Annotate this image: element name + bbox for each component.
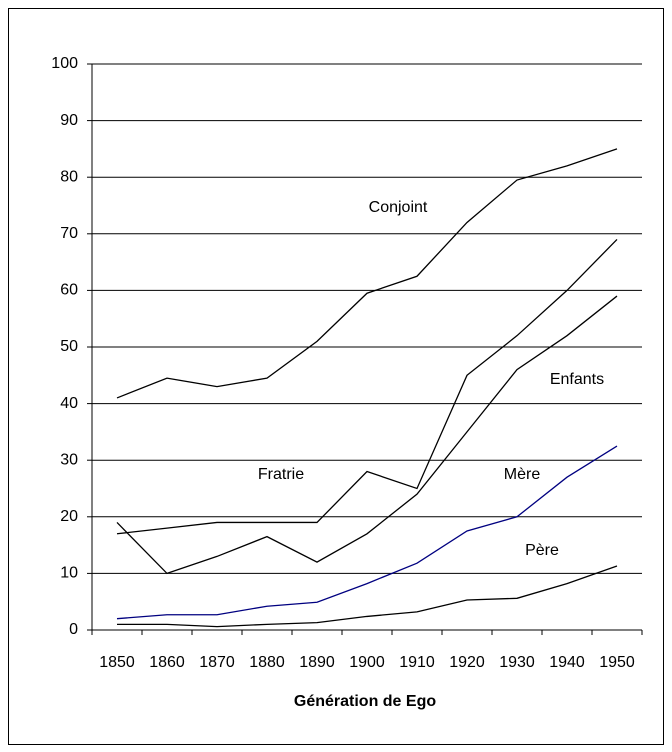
series-line xyxy=(116,239,618,535)
series-line xyxy=(116,295,618,575)
series-label: Père xyxy=(525,542,559,559)
series-line xyxy=(116,148,618,399)
x-tick-label: 1950 xyxy=(599,654,635,671)
x-tick-label: 1910 xyxy=(399,654,435,671)
x-tick-label: 1920 xyxy=(449,654,485,671)
y-tick-label: 0 xyxy=(69,621,78,638)
series-label: Fratrie xyxy=(258,466,304,483)
y-tick-label: 60 xyxy=(60,282,78,299)
x-tick-label: 1860 xyxy=(149,654,185,671)
series-line xyxy=(116,445,618,620)
x-tick-label: 1850 xyxy=(99,654,135,671)
y-tick-label: 30 xyxy=(60,451,78,468)
x-tick-label: 1880 xyxy=(249,654,285,671)
y-tick-label: 40 xyxy=(60,395,78,412)
y-tick-label: 90 xyxy=(60,112,78,129)
x-tick-label: 1900 xyxy=(349,654,385,671)
series-label: Conjoint xyxy=(369,199,428,216)
x-axis-title: Génération de Ego xyxy=(294,693,436,710)
x-tick-label: 1930 xyxy=(499,654,535,671)
y-tick-label: 20 xyxy=(60,508,78,525)
x-tick-label: 1870 xyxy=(199,654,235,671)
chart-frame xyxy=(8,8,664,745)
y-tick-label: 80 xyxy=(60,168,78,185)
y-tick-label: 70 xyxy=(60,225,78,242)
y-tick-label: 50 xyxy=(60,338,78,355)
x-tick-label: 1940 xyxy=(549,654,585,671)
series-line xyxy=(117,565,618,628)
x-tick-label: 1890 xyxy=(299,654,335,671)
series-label: Mère xyxy=(504,466,541,483)
y-tick-label: 100 xyxy=(51,55,78,72)
y-tick-label: 10 xyxy=(60,565,78,582)
series-label: Enfants xyxy=(550,371,604,388)
